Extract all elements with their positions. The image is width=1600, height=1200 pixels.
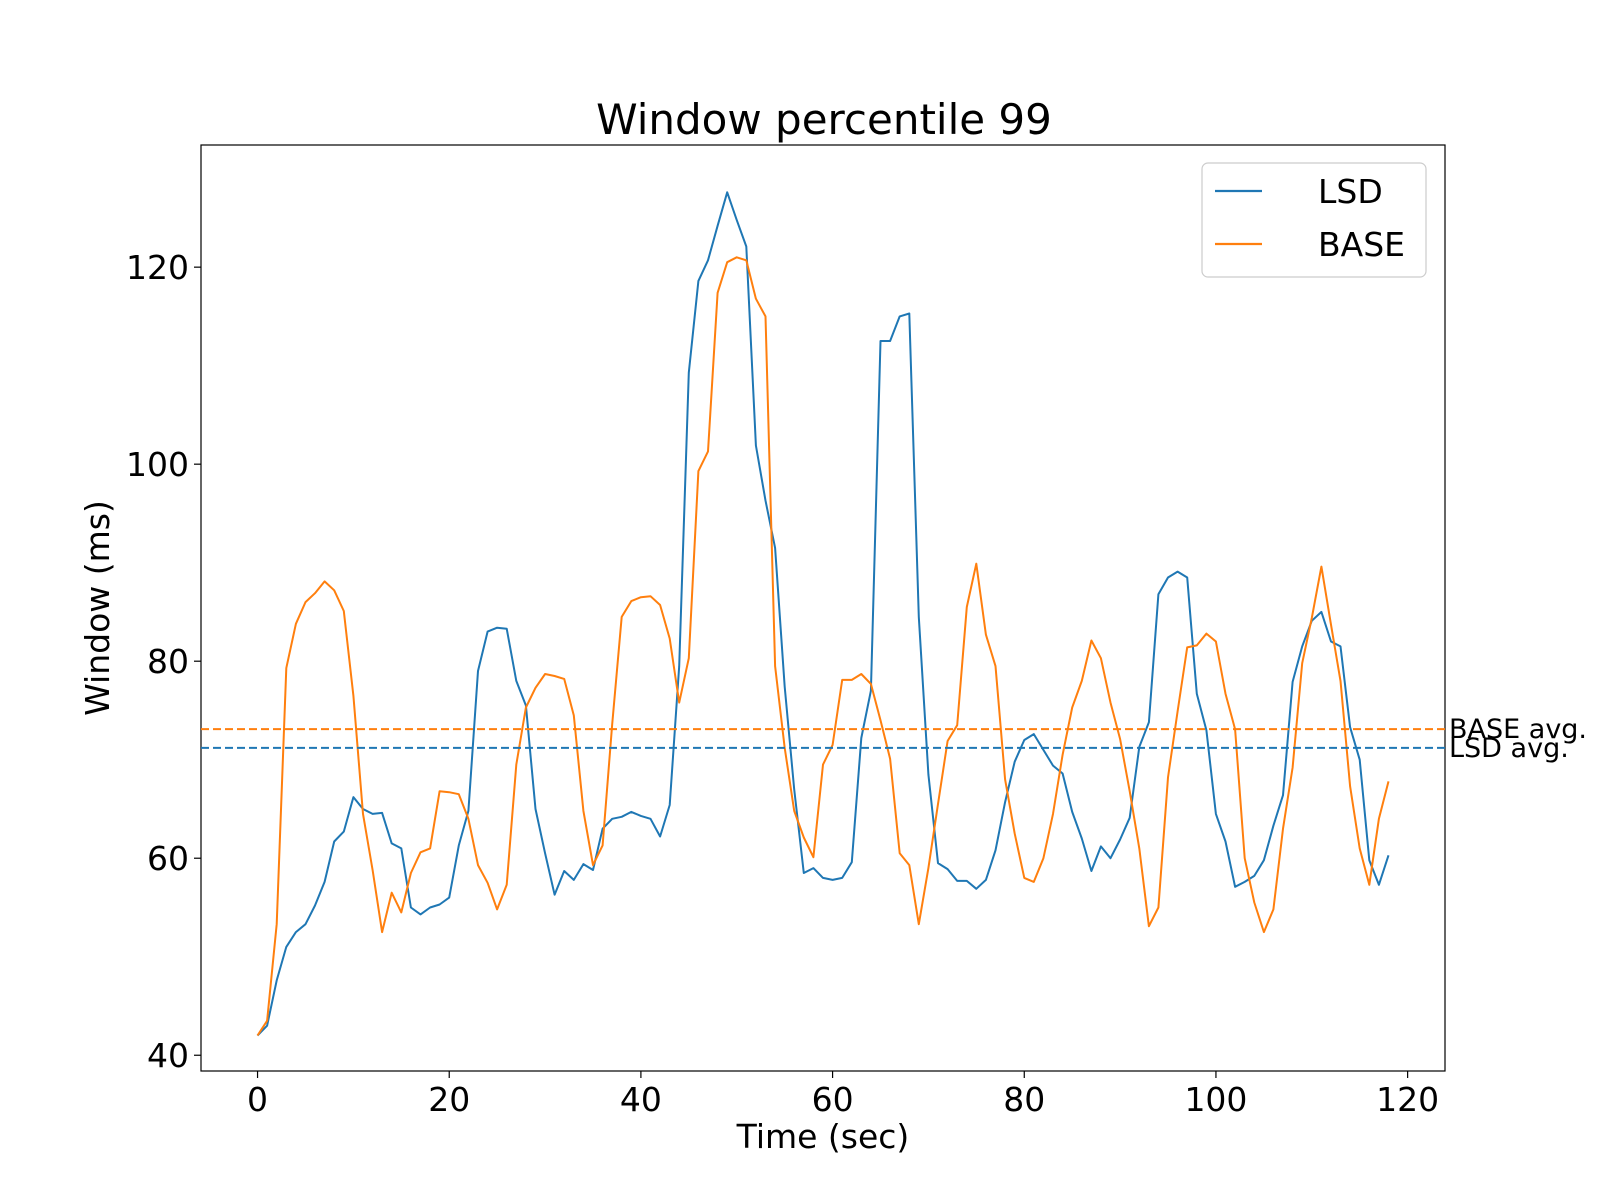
y-tick-label: 40 (147, 1036, 189, 1075)
x-axis-label: Time (sec) (736, 1117, 910, 1156)
series-line-lsd (256, 191, 1390, 1037)
y-tick-label: 60 (147, 839, 189, 878)
legend-label-base: BASE (1318, 225, 1405, 264)
x-tick-label: 80 (1003, 1080, 1045, 1119)
x-tick-label: 20 (428, 1080, 470, 1119)
chart-title: Window percentile 99 (596, 95, 1052, 144)
legend-label-lsd: LSD (1318, 172, 1383, 211)
y-tick-label: 100 (126, 445, 189, 484)
average-lines: LSD avg.BASE avg. (201, 714, 1587, 764)
plot-frame (200, 144, 1446, 1072)
y-tick-label: 120 (126, 248, 189, 287)
avg-label-lsd: LSD avg. (1449, 733, 1569, 764)
y-axis: 40 60 80 100 120 (126, 248, 201, 1075)
plot-area (256, 191, 1390, 1037)
x-tick-label: 100 (1184, 1080, 1247, 1119)
x-tick-label: 40 (620, 1080, 662, 1119)
series-line-base (256, 256, 1390, 1037)
x-axis: 0 20 40 60 80 100 120 (247, 1071, 1439, 1119)
legend: LSD BASE (1201, 162, 1427, 278)
y-tick-label: 80 (147, 642, 189, 681)
x-tick-label: 60 (812, 1080, 854, 1119)
y-axis-label: Window (ms) (78, 500, 117, 716)
x-tick-label: 120 (1376, 1080, 1439, 1119)
x-tick-label: 0 (247, 1080, 268, 1119)
avg-label-base: BASE avg. (1449, 714, 1587, 745)
